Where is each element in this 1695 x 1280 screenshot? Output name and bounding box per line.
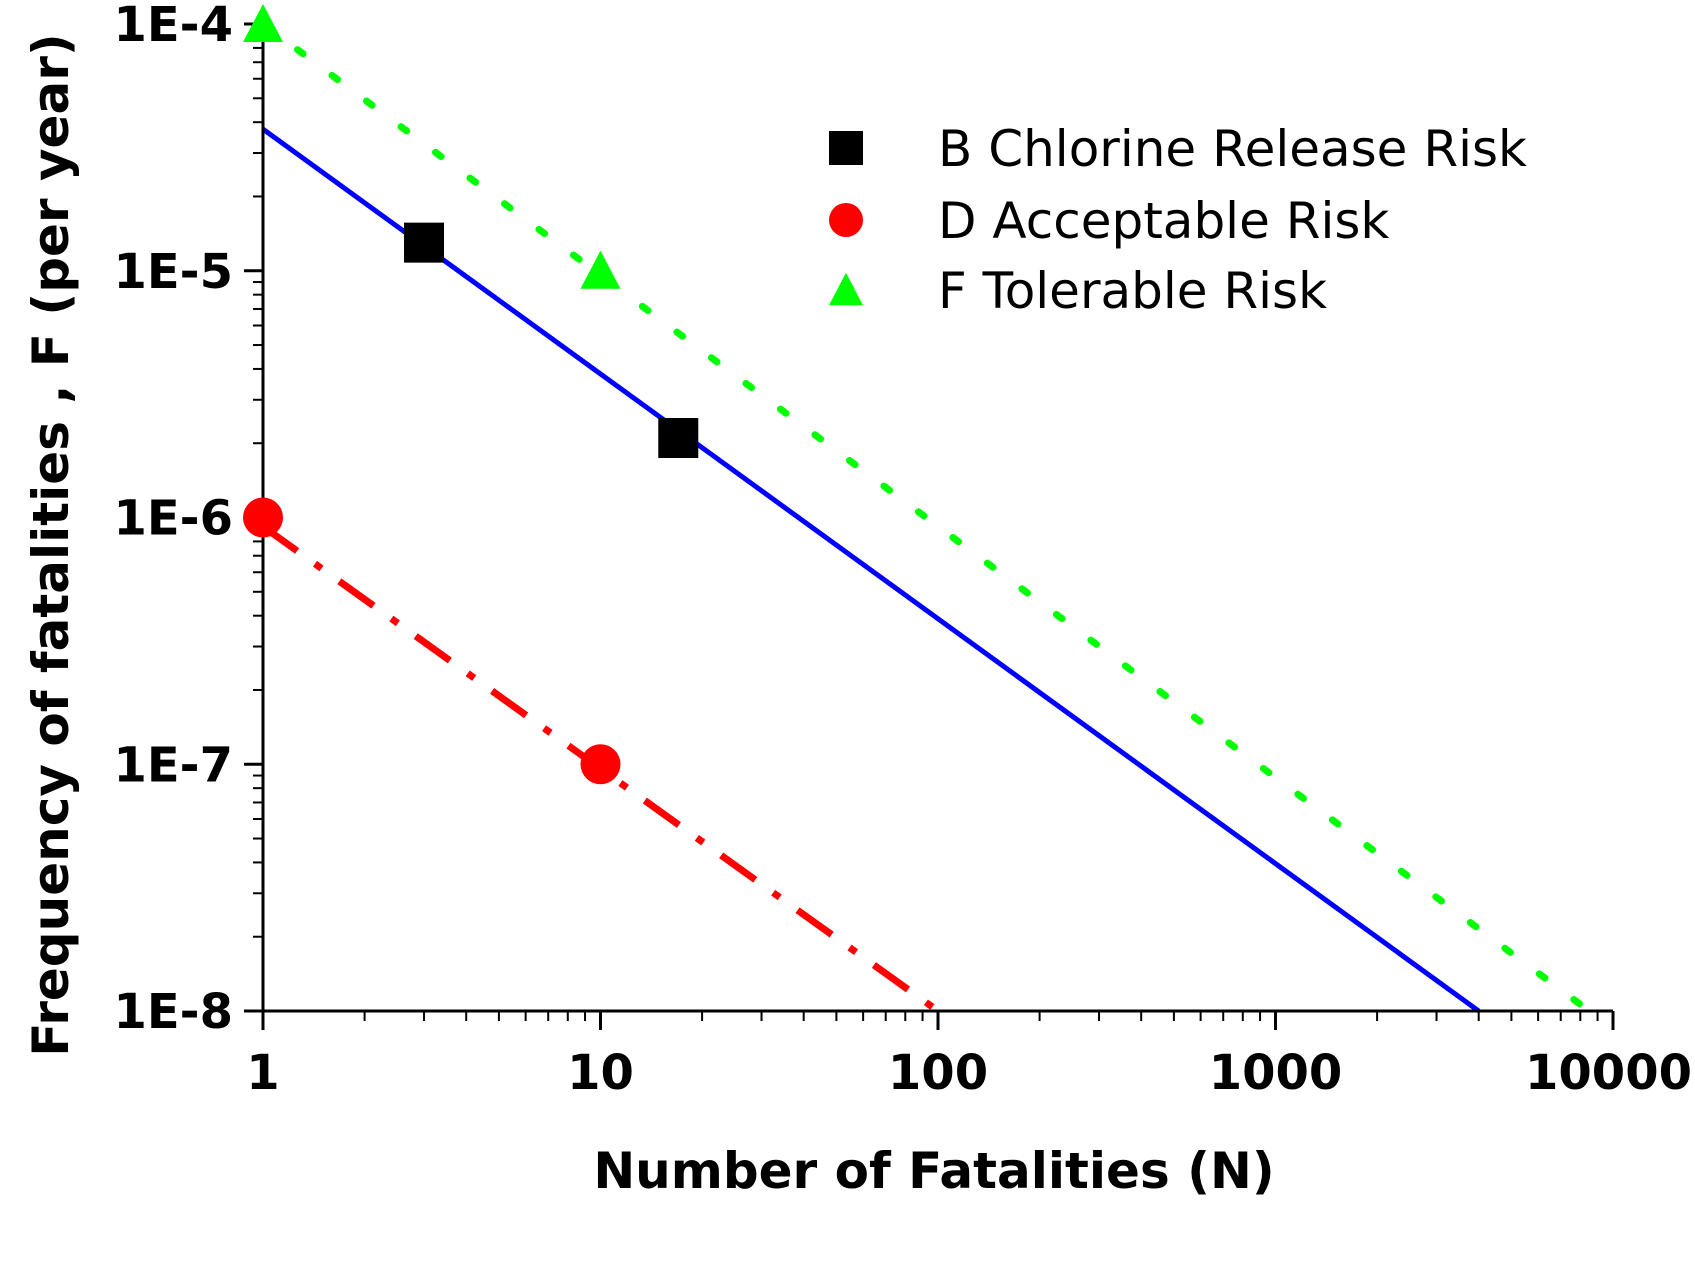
markers xyxy=(243,4,699,785)
y-axis-title: Frequency of fatalities , F (per year) xyxy=(22,33,80,1056)
fit-line-3 xyxy=(259,20,1593,1015)
legend-label-3: F Tolerable Risk xyxy=(938,262,1327,320)
x-tick-label: 1000 xyxy=(1209,1045,1343,1101)
y-tick-label: 1E-7 xyxy=(113,737,233,793)
series-3-point-1 xyxy=(243,4,283,42)
series-3-point-2 xyxy=(580,250,621,289)
x-tick-label: 100 xyxy=(888,1045,988,1101)
y-tick-label: 1E-6 xyxy=(113,491,233,547)
x-tick-label: 10000 xyxy=(1525,1045,1692,1101)
legend: B Chlorine Release Risk D Acceptable Risk… xyxy=(829,120,1527,320)
series-2-point-2 xyxy=(580,744,621,785)
x-tick-label: 10 xyxy=(567,1045,634,1101)
series-1-point-2 xyxy=(658,417,699,458)
y-tick-label: 1E-4 xyxy=(113,0,233,53)
legend-marker-3 xyxy=(829,272,863,306)
axes: 1 10 100 1000 10000 1E-4 1E-5 1E-6 1E-7 1E-8 xyxy=(113,0,1692,1101)
series-2-point-1 xyxy=(243,497,283,538)
y-tick-label: 1E-8 xyxy=(113,984,233,1040)
x-tick-label: 1 xyxy=(246,1045,279,1101)
x-axis-title: Number of Fatalities (N) xyxy=(593,1142,1274,1200)
y-tick-label: 1E-5 xyxy=(113,244,233,300)
fit-line-1 xyxy=(261,127,1481,1014)
legend-label-2: D Acceptable Risk xyxy=(938,192,1389,250)
legend-marker-1 xyxy=(829,131,863,165)
series-1-point-1 xyxy=(404,222,445,263)
legend-marker-2 xyxy=(829,203,863,237)
legend-label-1: B Chlorine Release Risk xyxy=(938,120,1527,178)
